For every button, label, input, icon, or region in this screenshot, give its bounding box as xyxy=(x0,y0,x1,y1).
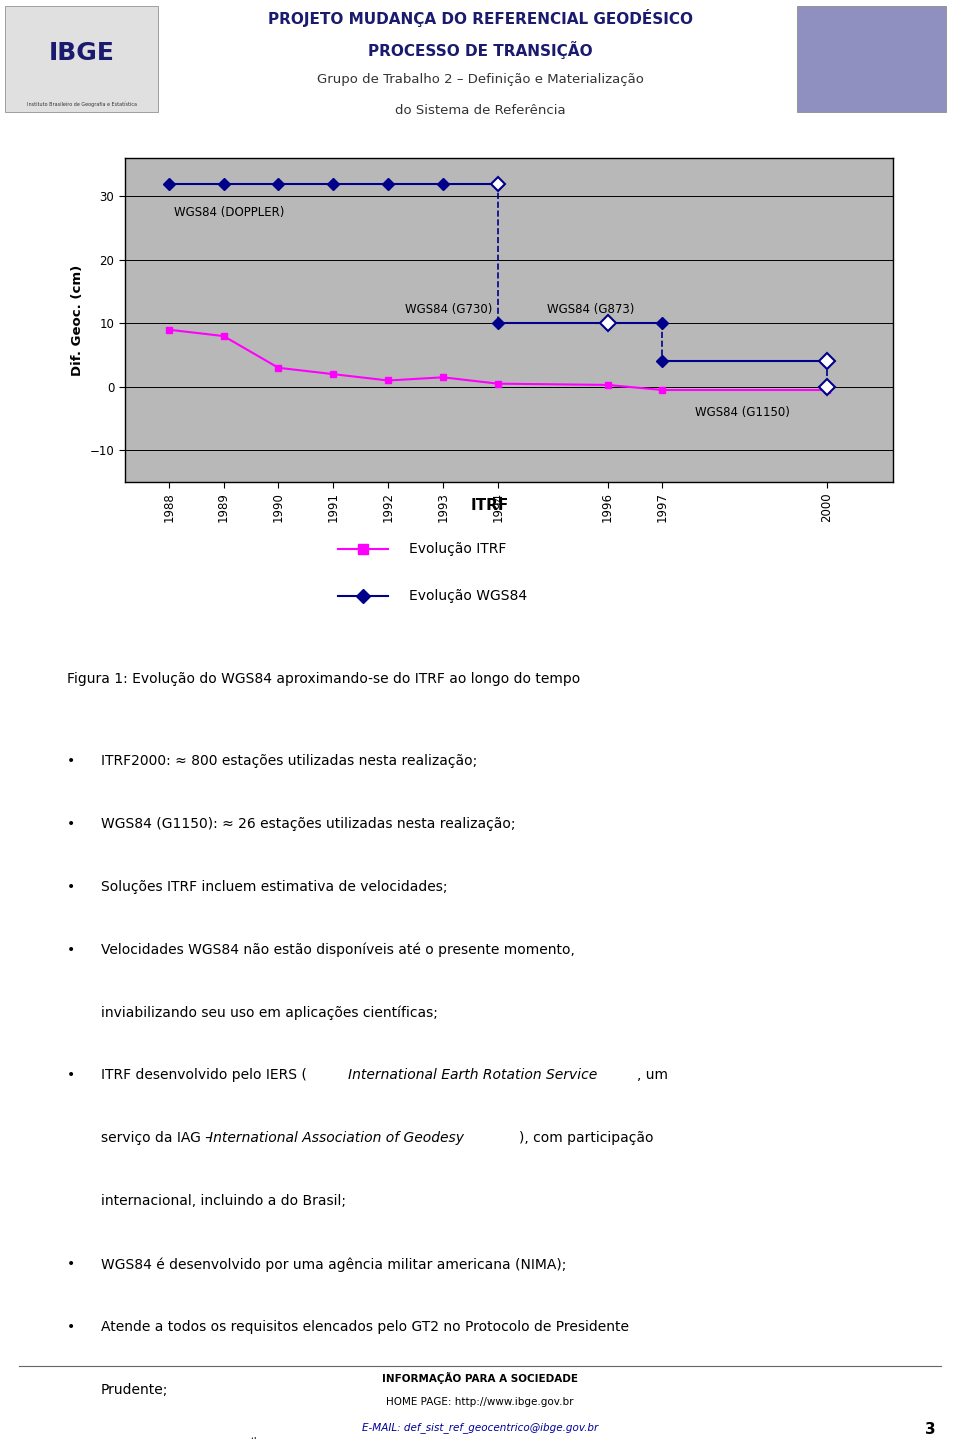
Text: IBGE: IBGE xyxy=(49,42,114,65)
FancyBboxPatch shape xyxy=(797,6,946,112)
Text: serviço da IAG –: serviço da IAG – xyxy=(101,1131,217,1145)
Text: WGS84 (G1150): ≈ 26 estações utilizadas nesta realização;: WGS84 (G1150): ≈ 26 estações utilizadas … xyxy=(101,817,516,830)
Text: International Association of Geodesy: International Association of Geodesy xyxy=(209,1131,464,1145)
Text: •: • xyxy=(67,943,76,957)
Text: Instituto Brasileiro de Geografia e Estatística: Instituto Brasileiro de Geografia e Esta… xyxy=(27,101,136,106)
Text: •: • xyxy=(67,879,76,894)
Text: , um: , um xyxy=(637,1068,668,1082)
Text: WGS84 é desenvolvido por uma agência militar americana (NIMA);: WGS84 é desenvolvido por uma agência mil… xyxy=(101,1258,566,1272)
Text: ITRF desenvolvido pelo IERS (: ITRF desenvolvido pelo IERS ( xyxy=(101,1068,307,1082)
Text: ), com participação: ), com participação xyxy=(519,1131,654,1145)
Text: Prudente;: Prudente; xyxy=(101,1383,168,1397)
Text: Velocidades WGS84 não estão disponíveis até o presente momento,: Velocidades WGS84 não estão disponíveis … xyxy=(101,943,575,957)
Text: WGS84 (G873): WGS84 (G873) xyxy=(547,302,635,315)
Text: internacional, incluindo a do Brasil;: internacional, incluindo a do Brasil; xyxy=(101,1194,346,1209)
Text: PROJETO MUDANÇA DO REFERENCIAL GEODÉSICO: PROJETO MUDANÇA DO REFERENCIAL GEODÉSICO xyxy=(268,10,692,27)
Text: ITRF: ITRF xyxy=(470,498,509,512)
Text: ITRF2000: ≈ 800 estações utilizadas nesta realização;: ITRF2000: ≈ 800 estações utilizadas nest… xyxy=(101,754,477,768)
FancyBboxPatch shape xyxy=(5,6,158,112)
Text: do Sistema de Referência: do Sistema de Referência xyxy=(395,104,565,117)
Text: INFORMAÇÃO PARA A SOCIEDADE: INFORMAÇÃO PARA A SOCIEDADE xyxy=(382,1373,578,1384)
Text: E-MAIL: def_sist_ref_geocentrico@ibge.gov.br: E-MAIL: def_sist_ref_geocentrico@ibge.go… xyxy=(362,1422,598,1433)
Text: WGS84 (G730): WGS84 (G730) xyxy=(404,302,492,315)
Y-axis label: Dif. Geoc. (cm): Dif. Geoc. (cm) xyxy=(71,265,84,376)
Text: th: th xyxy=(251,1438,261,1439)
Text: •: • xyxy=(67,817,76,830)
Text: Soluções ITRF incluem estimativa de velocidades;: Soluções ITRF incluem estimativa de velo… xyxy=(101,879,447,894)
Text: •: • xyxy=(67,1258,76,1271)
Text: Evolução WGS84: Evolução WGS84 xyxy=(409,589,527,603)
Text: •: • xyxy=(67,754,76,768)
Text: 3: 3 xyxy=(925,1422,936,1438)
Text: HOME PAGE: http://www.ibge.gov.br: HOME PAGE: http://www.ibge.gov.br xyxy=(386,1397,574,1407)
Text: inviabilizando seu uso em aplicações científicas;: inviabilizando seu uso em aplicações cie… xyxy=(101,1006,438,1020)
Text: Grupo de Trabalho 2 – Definição e Materialização: Grupo de Trabalho 2 – Definição e Materi… xyxy=(317,73,643,86)
Text: WGS84 (G1150): WGS84 (G1150) xyxy=(695,406,790,419)
Text: PROCESSO DE TRANSIÇÃO: PROCESSO DE TRANSIÇÃO xyxy=(368,42,592,59)
Text: Evolução ITRF: Evolução ITRF xyxy=(409,541,507,555)
Text: Figura 1: Evolução do WGS84 aproximando-se do ITRF ao longo do tempo: Figura 1: Evolução do WGS84 aproximando-… xyxy=(67,672,581,686)
Text: International Earth Rotation Service: International Earth Rotation Service xyxy=(348,1068,597,1082)
Text: •: • xyxy=(67,1068,76,1082)
Text: WGS84 (DOPPLER): WGS84 (DOPPLER) xyxy=(174,206,284,219)
Text: •: • xyxy=(67,1320,76,1334)
Text: Atende a todos os requisitos elencados pelo GT2 no Protocolo de Presidente: Atende a todos os requisitos elencados p… xyxy=(101,1320,629,1334)
